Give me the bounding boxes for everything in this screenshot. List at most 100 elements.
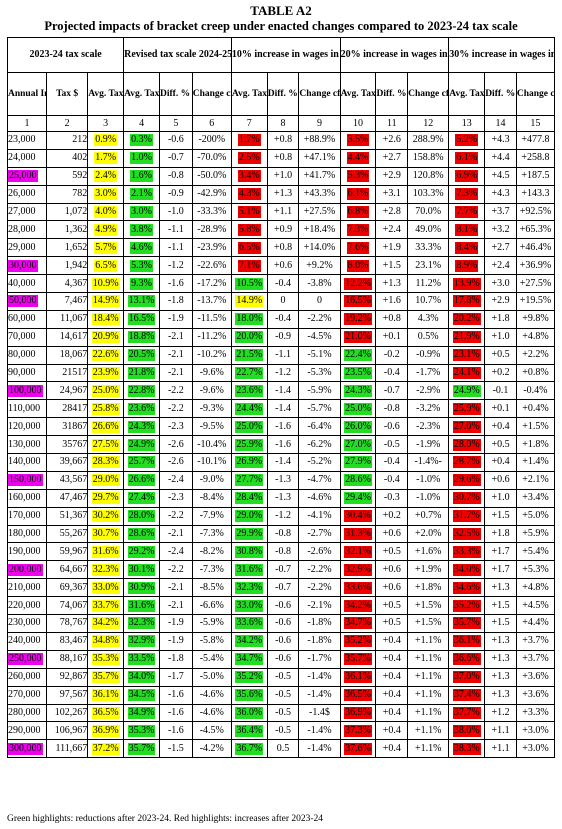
table-row: 80,000 18,067 22.6% 20.5% -2.1 -10.2% 21.5% -1.…: [6, 345, 556, 365]
table-cell: +1.1: [484, 739, 517, 759]
cell-value: 36.6%: [452, 653, 481, 666]
table-cell: +1.3: [484, 649, 517, 669]
table-cell: +0.8%: [515, 363, 556, 383]
table-cell: +477.8: [515, 131, 556, 150]
table-cell: -2.2: [159, 560, 193, 580]
highlighted-cell: 34.8%: [87, 631, 125, 651]
highlighted-cell: 31.6%: [230, 560, 268, 580]
cell-value: 23.6%: [127, 402, 156, 415]
cell-value: 24.3%: [344, 384, 372, 397]
highlighted-cell: 34.7%: [339, 614, 377, 633]
highlighted-cell: 16.5%: [339, 292, 377, 311]
cell-value: 31.6%: [91, 545, 120, 558]
cell-value: 29.9%: [235, 528, 264, 541]
table-cell: 0.5: [266, 739, 300, 759]
cell-value: 28.6%: [127, 528, 156, 541]
table-cell: +88.9%: [298, 131, 341, 150]
highlighted-cell: 21.8%: [123, 363, 161, 383]
highlighted-cell: 8.1%: [448, 220, 486, 240]
cell-value: 6.9%: [455, 170, 479, 183]
table-cell: +2.9: [484, 292, 517, 311]
table-cell: -4.5%: [191, 721, 232, 741]
cell-value: 10.5%: [235, 277, 264, 290]
table-cell: 120,000: [6, 417, 48, 437]
group-header-10-percent: 10% increase in wages in line with CPI i…: [230, 37, 341, 73]
cell-value: 31.7%: [452, 510, 481, 523]
cell-value: 3.0%: [94, 188, 118, 201]
table-cell: -0.5: [266, 703, 300, 723]
highlighted-cell: 27.5%: [87, 435, 125, 455]
highlighted-cell: 3.0%: [87, 184, 125, 204]
highlighted-cell: 36.6%: [448, 649, 486, 669]
table-cell: 80,000: [6, 345, 48, 365]
highlighted-cell: 31.3%: [339, 524, 377, 544]
cell-value: 3.8%: [130, 223, 153, 236]
highlighted-cell: 10.5%: [230, 274, 268, 294]
highlighted-cell: 6.5%: [87, 256, 125, 276]
highlighted-cell: 35.6%: [230, 685, 268, 705]
cell-value: 35.7%: [344, 653, 372, 666]
table-cell: 18,067: [46, 345, 89, 365]
cell-value: 150,000: [8, 474, 43, 487]
table-cell: -1.3: [266, 470, 300, 490]
highlighted-cell: 6.8%: [339, 202, 377, 222]
highlighted-cell: 36.9%: [339, 703, 377, 723]
cell-value: 1.7%: [94, 152, 118, 165]
table-row: 50,000 7,467 14.9% 13.1% -1.8 -13.7% 14.9% 0 0 16…: [6, 292, 556, 311]
table-cell: +1.1%: [407, 739, 450, 759]
table-cell: -0.6: [266, 614, 300, 633]
cell-value: 34.8%: [91, 635, 120, 648]
table-cell: +1.5: [484, 506, 517, 526]
cell-value: 25.8%: [91, 402, 120, 415]
table-cell: +1.3: [484, 631, 517, 651]
cell-value: 33.5%: [127, 653, 156, 666]
table-cell: -0.4: [266, 274, 300, 294]
cell-value: 36.1%: [91, 689, 120, 702]
cell-value: 26.6%: [127, 474, 156, 487]
cell-value: 29.0%: [235, 510, 264, 523]
table-subtitle: Projected impacts of bracket creep under…: [44, 19, 518, 33]
table-cell: 88,167: [46, 649, 89, 669]
table-cell: -1.1: [159, 238, 193, 258]
cell-value: 31.6%: [235, 563, 264, 576]
cell-value: 2.5%: [237, 152, 261, 165]
highlighted-cell: 6.1%: [339, 184, 377, 204]
table-cell: 230,000: [6, 614, 48, 633]
table-cell: -0.4: [375, 363, 409, 383]
cell-value: 38.0%: [452, 724, 481, 737]
cell-value: 30.1%: [127, 563, 156, 576]
highlighted-cell: 37.2%: [87, 739, 125, 759]
cell-value: 36.7%: [235, 742, 264, 755]
table-cell: 11.2%: [407, 274, 450, 294]
cell-value: 25.7%: [127, 456, 156, 469]
table-cell: +19.5%: [515, 292, 556, 311]
highlighted-cell: 35.2%: [230, 667, 268, 687]
highlighted-cell: 25,000: [6, 166, 48, 186]
table-cell: 26,000: [6, 184, 48, 204]
table-cell: 90,000: [6, 363, 48, 383]
highlighted-cell: 23.6%: [123, 399, 161, 419]
highlighted-cell: 35.7%: [339, 649, 377, 669]
highlighted-cell: 35.2%: [339, 631, 377, 651]
highlighted-cell: 21.5%: [230, 345, 268, 365]
table-cell: -0.9%: [407, 345, 450, 365]
cell-value: 25,000: [8, 170, 38, 183]
cell-value: 32.1%: [344, 545, 372, 558]
column-number: 12: [407, 115, 450, 132]
cell-value: 0.3%: [130, 134, 153, 147]
table-cell: 111,667: [46, 739, 89, 759]
table-cell: +2.1%: [515, 470, 556, 490]
table-cell: 1,362: [46, 220, 89, 240]
highlighted-cell: 32.1%: [339, 542, 377, 562]
table-cell: +0.4%: [515, 399, 556, 419]
table-cell: +0.5: [484, 435, 517, 455]
cell-value: 20.5%: [127, 349, 156, 362]
table-cell: 210,000: [6, 578, 48, 598]
table-row: 240,000 83,467 34.8% 32.9% -1.9 -5.8% 34.2% -0.…: [6, 631, 556, 651]
highlighted-cell: 8.9%: [448, 256, 486, 276]
highlighted-cell: 30.1%: [123, 560, 161, 580]
highlighted-cell: 30,000: [6, 256, 48, 276]
highlighted-cell: 17.8%: [448, 292, 486, 311]
table-cell: -4.6%: [191, 685, 232, 705]
table-cell: +4.5%: [515, 596, 556, 616]
